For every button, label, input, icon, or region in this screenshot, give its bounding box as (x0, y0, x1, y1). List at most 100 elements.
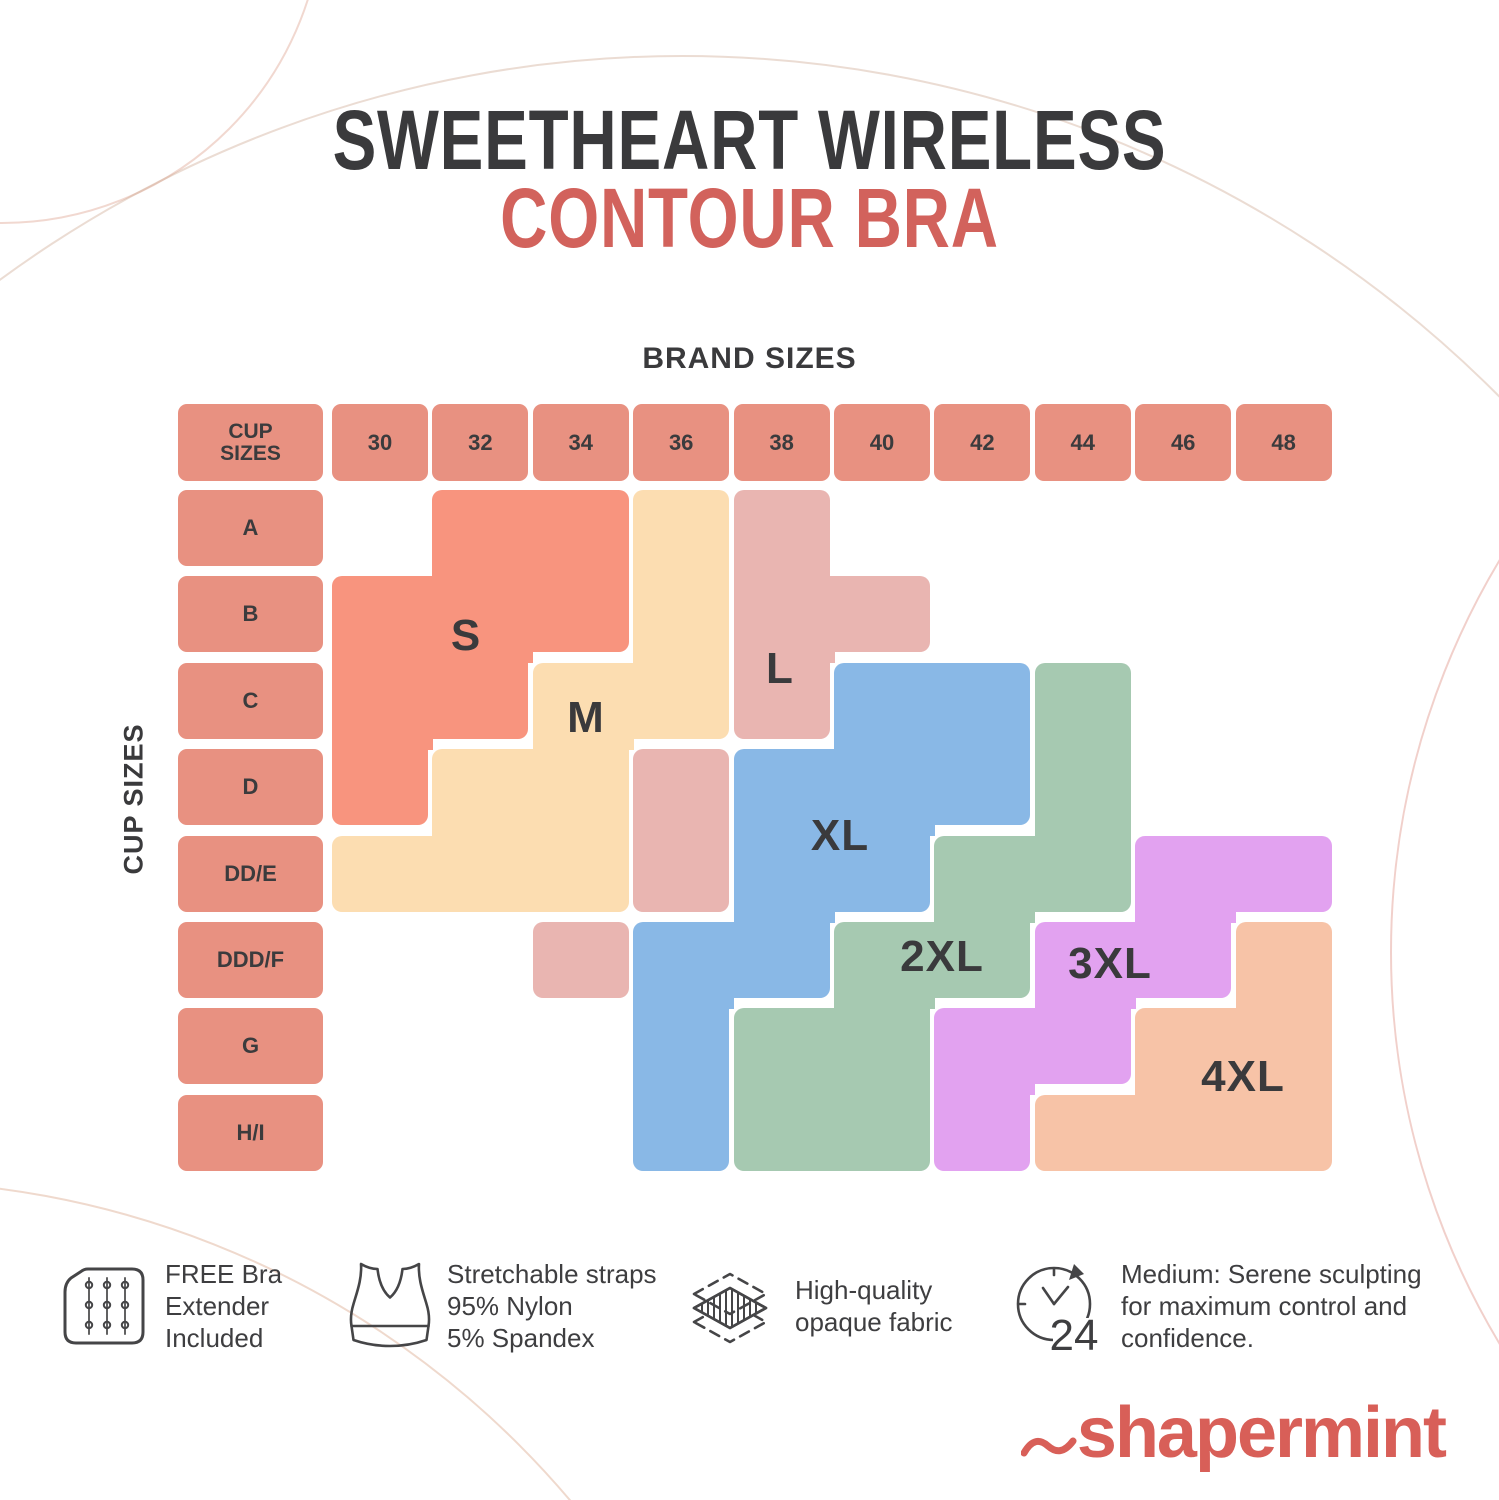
feature-line: Stretchable straps (447, 1259, 657, 1289)
feature-line: Included (165, 1323, 264, 1353)
bra-icon (349, 1262, 431, 1348)
size-region-3XL-cell-46DDE (1135, 835, 1237, 923)
feature-text: FREE Bra Extender Included (165, 1256, 282, 1356)
cup-size-row-label-A: A (178, 490, 323, 566)
shapermint-logo: shapermint (1020, 1392, 1447, 1474)
band-size-header-40: 40 (834, 404, 930, 481)
size-region-2XL-cell-44D (1034, 749, 1131, 837)
cup-size-row-label-B: B (178, 576, 323, 653)
size-region-XL-cell-38DDE (733, 835, 835, 923)
size-region-S-cell-32A (432, 490, 534, 577)
feature-line: for maximum control and (1121, 1291, 1408, 1321)
size-region-M-cell-30DDE (332, 835, 433, 912)
size-region-label-XL: XL (810, 811, 870, 860)
size-region-4XL-cell-48HI (1235, 1094, 1332, 1171)
size-region-XL-cell-42C (934, 662, 1031, 750)
size-region-XL-cell-36DDDF (633, 922, 735, 1009)
size-region-3XL-cell-44DDDF (1034, 922, 1136, 1009)
size-region-S-cell-30D (332, 749, 428, 826)
fabric-layers-icon (692, 1272, 768, 1344)
feature-stretchable-straps: Stretchable straps 95% Nylon 5% Spandex (348, 1256, 657, 1356)
feature-line: 95% Nylon (447, 1291, 573, 1321)
size-region-L-cell-34DDDF (532, 922, 629, 998)
feature-line: 5% Spandex (447, 1323, 595, 1353)
band-size-header-48: 48 (1235, 404, 1332, 481)
size-region-2XL-cell-40DDDF (834, 922, 935, 1009)
size-region-M-cell-32DDE (432, 835, 534, 912)
logo-text: shapermint (1076, 1393, 1447, 1473)
band-size-header-38: 38 (733, 404, 830, 481)
size-region-L-cell-38C (733, 662, 830, 739)
size-region-4XL-cell-46HI (1135, 1094, 1237, 1171)
band-size-header-34: 34 (532, 404, 629, 481)
size-region-label-2XL: 2XL (900, 932, 984, 981)
size-region-L-cell-38B (733, 576, 835, 664)
cup-size-row-label-D: D (178, 749, 323, 826)
size-region-S-cell-30B (332, 576, 433, 664)
feature-text: Stretchable straps 95% Nylon 5% Spandex (447, 1256, 657, 1356)
size-region-XL-cell-42D (934, 749, 1031, 826)
cup-size-row-label-C: C (178, 662, 323, 739)
size-region-L-cell-38A (733, 490, 830, 577)
size-region-3XL-cell-48DDE (1235, 835, 1332, 912)
size-region-XL-cell-36G (633, 1008, 730, 1096)
band-size-header-42: 42 (934, 404, 1031, 481)
page-title: SWEETHEART WIRELESS (332, 93, 1167, 187)
feature-line: Extender (165, 1291, 270, 1321)
bra-extender-icon (63, 1267, 145, 1345)
cup-size-row-label-DDE: DD/E (178, 835, 323, 912)
size-region-4XL-cell-46G (1135, 1008, 1237, 1096)
size-region-M-cell-36A (633, 490, 730, 577)
size-region-2XL-cell-42DDE (934, 835, 1036, 923)
size-region-S-cell-32B (432, 576, 534, 664)
size-region-XL-cell-38DDDF (733, 922, 830, 998)
size-region-label-4XL: 4XL (1201, 1052, 1285, 1101)
feature-line: opaque fabric (795, 1307, 953, 1337)
cup-size-row-label-G: G (178, 1008, 323, 1085)
size-region-S-cell-30C (332, 662, 433, 750)
logo-squiggle-icon (1020, 1437, 1077, 1457)
feature-line: High-quality (795, 1275, 933, 1305)
size-region-L-cell-40B (834, 576, 930, 653)
feature-text: Medium: Serene sculpting for maximum con… (1121, 1256, 1422, 1356)
band-size-header-30: 30 (332, 404, 428, 481)
size-region-4XL-cell-48DDDF (1235, 922, 1332, 1009)
size-region-2XL-cell-44DDE (1034, 835, 1131, 912)
size-region-S-cell-34B (532, 576, 629, 653)
size-region-2XL-cell-38HI (733, 1094, 835, 1171)
feature-medium-compression: 24 Medium: Serene sculpting for maximum … (1010, 1256, 1422, 1356)
size-region-3XL-cell-44G (1034, 1008, 1131, 1085)
size-region-S-cell-32C (432, 662, 529, 739)
band-size-header-36: 36 (633, 404, 730, 481)
cup-size-row-label-DDDF: DDD/F (178, 922, 323, 998)
size-region-XL-cell-40DDE (834, 835, 930, 912)
brand-sizes-axis-label: BRAND SIZES (642, 342, 857, 375)
corner-cell: CUP SIZES (178, 404, 323, 481)
size-region-3XL-cell-42G (934, 1008, 1036, 1096)
size-region-XL-cell-38D (733, 749, 835, 837)
clock-24-icon: 24 (1016, 1264, 1098, 1354)
feature-line: FREE Bra (165, 1259, 283, 1289)
size-region-2XL-cell-38G (733, 1008, 835, 1096)
cup-size-row-label-HI: H/I (178, 1094, 323, 1171)
size-region-2XL-cell-44C (1034, 662, 1131, 750)
feature-text: High-quality opaque fabric (795, 1256, 953, 1356)
size-region-M-cell-34D (532, 749, 629, 837)
size-region-M-cell-34C (532, 662, 634, 750)
size-region-XL-cell-36HI (633, 1094, 730, 1171)
feature-line: Medium: Serene sculpting (1121, 1259, 1422, 1289)
size-region-2XL-cell-40G (834, 1008, 930, 1096)
size-region-4XL-cell-44HI (1034, 1094, 1136, 1171)
band-size-header-32: 32 (432, 404, 529, 481)
size-region-L-cell-36D (633, 749, 730, 837)
size-region-3XL-cell-46DDDF (1135, 922, 1232, 998)
size-region-XL-cell-40C (834, 662, 935, 750)
size-region-label-M: M (567, 693, 605, 742)
size-region-label-S: S (450, 611, 482, 660)
size-region-M-cell-34DDE (532, 835, 629, 912)
size-region-label-L: L (766, 644, 794, 693)
size-region-M-cell-36C (633, 662, 730, 739)
size-region-2XL-cell-40HI (834, 1094, 930, 1171)
page-subtitle: CONTOUR BRA (500, 171, 999, 265)
